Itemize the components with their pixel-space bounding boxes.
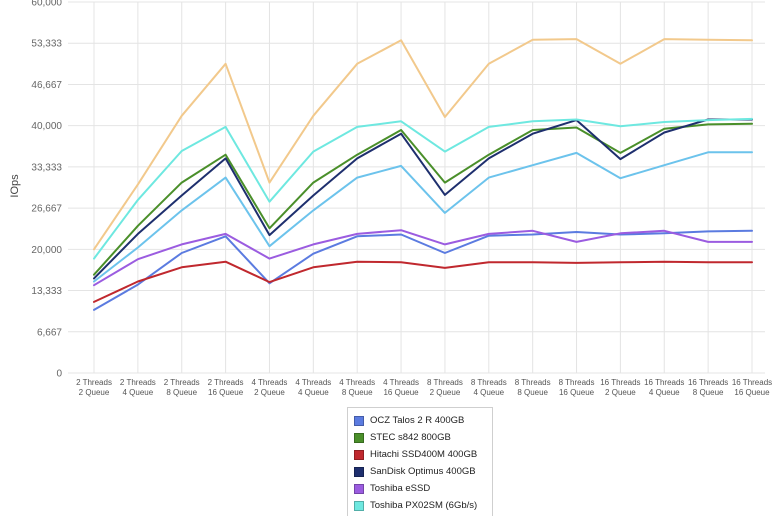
y-tick-label: 33,333 [31,162,62,173]
x-tick-label: 2 Threads 16 Queue [208,378,244,397]
legend-label: STEC s842 800GB [370,432,451,443]
y-axis-label: IOps [9,174,21,198]
series-line [93,260,753,303]
x-tick-label: 8 Threads 8 Queue [515,378,551,397]
y-axis-ticks: 0 6,667 13,333 20,000 26,667 33,333 40,000 46,6… [31,0,62,380]
series-line [93,38,753,251]
legend-swatch [354,432,364,443]
series-lines [93,38,753,311]
x-tick-label: 4 Threads 4 Queue [295,378,331,397]
x-tick-label: 8 Threads 2 Queue [427,378,463,397]
x-tick-label: 16 Threads 8 Queue [688,378,728,397]
legend-swatch [354,415,364,426]
legend-swatch [354,449,364,460]
legend-item[interactable]: OCZ Talos 2 R 400GB [354,412,492,429]
y-tick-label: 53,333 [31,39,62,50]
y-tick-label: 46,667 [31,80,62,91]
series-line [93,117,753,260]
x-tick-label: 4 Threads 2 Queue [252,378,288,397]
x-axis-ticks: 2 Threads 2 Queue 2 Threads 4 Queue 2 Thread… [76,378,772,397]
legend-item[interactable]: SanDisk Optimus 400GB [354,463,492,480]
gridlines [68,1,765,374]
legend-swatch [354,483,364,494]
legend-swatch [354,500,364,511]
series-line [93,151,753,283]
y-tick-label: 13,333 [31,286,62,297]
series-line [93,118,753,280]
legend-label: SanDisk Optimus 400GB [370,466,476,477]
legend-item[interactable]: STEC s842 800GB [354,429,492,446]
legend-item[interactable]: Hitachi SSD400M 400GB [354,446,492,463]
legend: OCZ Talos 2 R 400GB STEC s842 800GB Hitach… [347,407,493,516]
y-tick-label: 6,667 [37,327,62,338]
x-tick-label: 2 Threads 4 Queue [120,378,156,397]
legend-label: Toshiba eSSD [370,483,431,494]
legend-item[interactable]: Toshiba eSSD [354,480,492,497]
x-tick-label: 8 Threads 4 Queue [471,378,507,397]
y-tick-label: 20,000 [31,245,62,256]
series-line [93,122,753,276]
legend-label: Toshiba PX02SM (6Gb/s) [370,500,478,511]
y-tick-label: 26,667 [31,204,62,215]
legend-item[interactable]: Toshiba PX02SM (6Gb/s) [354,497,492,514]
line-chart: 0 6,667 13,333 20,000 26,667 33,333 40,000 46,6… [9,0,772,397]
x-tick-label: 16 Threads 2 Queue [600,378,640,397]
y-tick-label: 40,000 [31,121,62,132]
y-tick-label: 0 [56,369,62,380]
x-tick-label: 2 Threads 8 Queue [164,378,200,397]
x-tick-label: 16 Threads 16 Queue [732,378,772,397]
legend-swatch [354,466,364,477]
y-tick-label: 60,000 [31,0,62,9]
x-tick-label: 4 Threads 16 Queue [383,378,419,397]
x-tick-label: 8 Threads 16 Queue [559,378,595,397]
legend-label: Hitachi SSD400M 400GB [370,449,478,460]
x-tick-label: 16 Threads 4 Queue [644,378,684,397]
legend-label: OCZ Talos 2 R 400GB [370,415,465,426]
series-line [93,229,753,287]
series-line [93,229,753,311]
x-tick-label: 2 Threads 2 Queue [76,378,112,397]
x-tick-label: 4 Threads 8 Queue [339,378,375,397]
